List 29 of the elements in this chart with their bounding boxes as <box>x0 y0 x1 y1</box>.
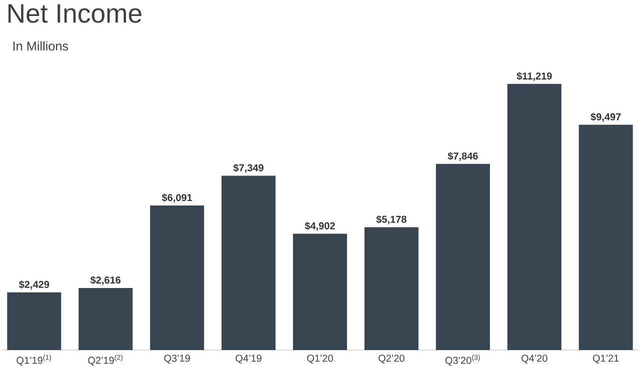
x-tick-label: Q3’19 <box>164 354 190 364</box>
data-label: $9,497 <box>590 112 621 122</box>
bar <box>364 227 418 350</box>
bar <box>578 124 633 350</box>
x-tick-label: Q2’20 <box>378 354 404 364</box>
x-tick-label: Q4’20 <box>522 354 548 364</box>
chart-subtitle: In Millions <box>13 41 68 51</box>
data-label: $2,616 <box>90 276 121 286</box>
bar <box>293 234 347 350</box>
bar <box>78 288 133 350</box>
data-label: $11,219 <box>516 72 552 82</box>
bar <box>7 292 62 350</box>
x-tick-label: Q4’19 <box>236 354 262 364</box>
x-tick-label: Q2’19$^{(2)}$ <box>88 354 122 366</box>
data-label: $6,091 <box>162 194 192 203</box>
bar <box>507 84 562 350</box>
chart-title: Net Income <box>8 4 142 23</box>
data-label: $4,902 <box>304 222 335 231</box>
x-tick-label: Q3’20$^{(3)}$ <box>445 354 480 366</box>
x-tick-label: Q1’19$^{(1)}$ <box>16 354 52 366</box>
bar <box>150 206 204 350</box>
bar <box>436 164 490 350</box>
data-label: $7,349 <box>233 164 264 173</box>
x-tick-label: Q1’21 <box>592 354 619 364</box>
bar <box>222 176 276 350</box>
data-label: $5,178 <box>376 215 406 224</box>
x-tick-label: Q1’20 <box>307 354 333 364</box>
data-label: $2,429 <box>18 280 50 290</box>
data-label: $7,846 <box>448 152 478 161</box>
